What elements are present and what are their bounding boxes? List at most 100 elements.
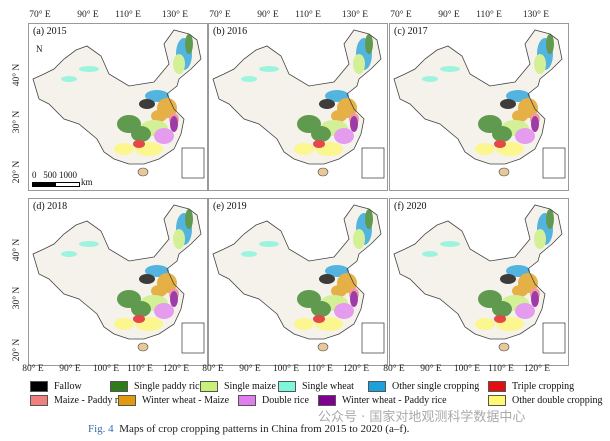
- hainan-island: [137, 342, 149, 352]
- south-china-sea-inset: [181, 147, 205, 179]
- crop-region: [494, 140, 506, 148]
- crop-region: [334, 128, 354, 144]
- crop-region: [185, 209, 193, 229]
- longitude-label: 100° E: [272, 364, 300, 374]
- scale-bar: [32, 182, 80, 187]
- crop-region: [331, 110, 347, 122]
- crop-region: [440, 241, 460, 247]
- crop-region: [500, 274, 516, 284]
- panel-label: (d) 2018: [33, 201, 68, 212]
- legend-swatch: [488, 381, 506, 392]
- longitude-label: 90° E: [77, 10, 99, 20]
- crop-region: [350, 291, 358, 307]
- legend-label: Single wheat: [302, 381, 354, 392]
- crop-region: [422, 251, 438, 257]
- map-panel: (a) 2015 N 0 500 1000 km: [28, 23, 208, 191]
- crop-region: [319, 274, 335, 284]
- longitude-label: 130° E: [161, 10, 189, 20]
- longitude-label: 80° E: [202, 364, 224, 374]
- legend-label: Other single cropping: [392, 381, 480, 392]
- crop-region: [311, 301, 331, 317]
- longitude-label: 90° E: [59, 364, 81, 374]
- longitude-label: 100° E: [453, 364, 481, 374]
- legend-swatch: [110, 381, 128, 392]
- crop-region: [173, 229, 185, 249]
- legend-item: Double rice: [238, 395, 309, 406]
- crop-region: [170, 116, 178, 132]
- map-panel: (e) 2019: [208, 198, 388, 366]
- crop-region: [494, 315, 506, 323]
- crop-region: [151, 110, 167, 122]
- crop-region: [241, 76, 257, 82]
- longitude-label: 120° E: [523, 364, 551, 374]
- china-map: [393, 29, 566, 179]
- legend-label: Other double cropping: [512, 395, 603, 406]
- crop-region: [259, 66, 279, 72]
- china-map: [32, 29, 205, 179]
- legend-item: Winter wheat - Paddy rice: [318, 395, 447, 406]
- china-map: [212, 204, 385, 354]
- crop-region: [114, 143, 134, 155]
- legend-swatch: [118, 395, 136, 406]
- map-panel: (d) 2018: [28, 198, 208, 366]
- scale-bar-ticks: 0 500 1000: [32, 170, 77, 180]
- legend-swatch: [318, 395, 336, 406]
- crop-region: [365, 209, 373, 229]
- legend-label: Winter wheat - Paddy rice: [342, 395, 447, 406]
- hainan-island: [498, 167, 510, 177]
- legend-swatch: [200, 381, 218, 392]
- longitude-label: 70° E: [390, 10, 412, 20]
- legend-swatch: [278, 381, 296, 392]
- longitude-label: 110° E: [295, 10, 321, 20]
- south-china-sea-inset: [542, 322, 566, 354]
- crop-region: [79, 241, 99, 247]
- crop-region: [294, 318, 314, 330]
- latitude-label: 30° N: [12, 286, 22, 310]
- crop-region: [531, 291, 539, 307]
- crop-region: [173, 54, 185, 74]
- china-map: [32, 204, 205, 354]
- legend-label: Fallow: [54, 381, 82, 392]
- panel-label: (b) 2016: [213, 26, 248, 37]
- country-border: [393, 29, 563, 165]
- crop-region: [151, 285, 167, 297]
- longitude-label: 70° E: [209, 10, 231, 20]
- legend-swatch: [30, 381, 48, 392]
- crop-region: [492, 126, 512, 142]
- longitude-label: 120° E: [162, 364, 190, 374]
- caption: Fig. 4 Maps of crop cropping patterns in…: [88, 423, 409, 435]
- longitude-label: 110° E: [476, 10, 502, 20]
- south-china-sea-inset: [181, 322, 205, 354]
- map-panel: (f) 2020: [389, 198, 569, 366]
- crop-region: [353, 54, 365, 74]
- panel-label: (c) 2017: [394, 26, 428, 37]
- legend-item: Single paddy rice: [110, 381, 204, 392]
- crop-region: [131, 126, 151, 142]
- longitude-label: 120° E: [342, 364, 370, 374]
- watermark: 公众号 · 国家对地观测科学数据中心: [318, 410, 526, 425]
- crop-region: [61, 251, 77, 257]
- longitude-label: 90° E: [438, 10, 460, 20]
- crop-region: [311, 126, 331, 142]
- latitude-label: 20° N: [12, 160, 22, 184]
- longitude-label: 100° E: [92, 364, 120, 374]
- crop-region: [512, 285, 528, 297]
- longitude-label: 80° E: [22, 364, 44, 374]
- legend-label: Winter wheat - Maize: [142, 395, 230, 406]
- crop-region: [534, 54, 546, 74]
- legend-item: Maize - Paddy rice: [30, 395, 130, 406]
- longitude-label: 130° E: [522, 10, 550, 20]
- crop-region: [500, 99, 516, 109]
- legend-item: Other single cropping: [368, 381, 479, 392]
- longitude-label: 110° E: [115, 10, 141, 20]
- legend-swatch: [368, 381, 386, 392]
- crop-region: [154, 303, 174, 319]
- crop-region: [154, 128, 174, 144]
- longitude-label: 90° E: [420, 364, 442, 374]
- longitude-label: 110° E: [307, 364, 333, 374]
- latitude-label: 20° N: [12, 338, 22, 362]
- crop-region: [139, 274, 155, 284]
- crop-region: [79, 66, 99, 72]
- crop-region: [139, 99, 155, 109]
- legend-item: Winter wheat - Maize: [118, 395, 229, 406]
